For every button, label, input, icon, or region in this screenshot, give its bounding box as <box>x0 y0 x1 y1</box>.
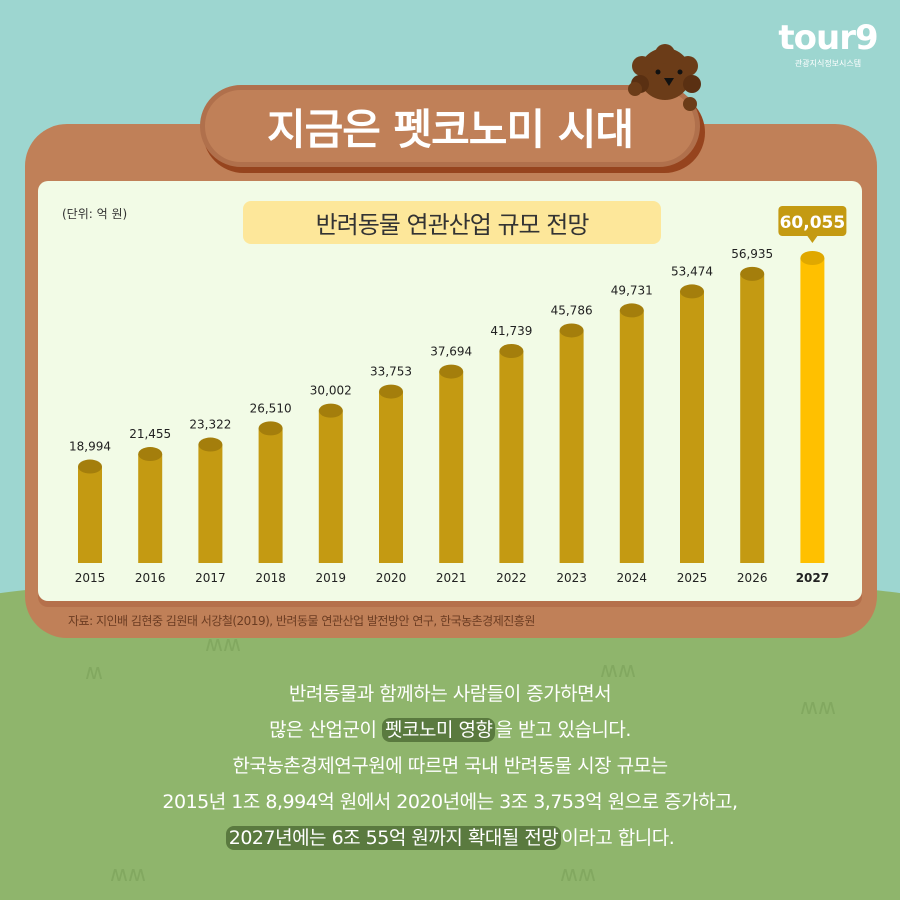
dog-illustration <box>628 44 701 111</box>
bar-top <box>379 384 403 399</box>
bar-top <box>258 421 283 436</box>
bar <box>559 330 584 563</box>
year-label: 2020 <box>376 571 407 585</box>
year-label: 2026 <box>737 571 768 585</box>
bar-top <box>318 403 343 418</box>
value-label: 56,935 <box>731 247 773 261</box>
bar-chart: 2015 18,994 2016 21,455 2017 23,322 2018 26,510… <box>69 206 847 585</box>
bar-top <box>198 437 223 452</box>
bar <box>198 444 223 563</box>
value-label: 26,510 <box>250 401 292 415</box>
year-label: 2015 <box>75 571 106 585</box>
page-title: 지금은 펫코노미 시대 <box>200 85 700 167</box>
year-label: 2024 <box>617 571 648 585</box>
year-label: 2019 <box>316 571 347 585</box>
bar <box>379 391 403 563</box>
grass-tuft: ʍʍ <box>110 862 146 887</box>
bar-top <box>78 459 102 474</box>
grass-tuft: ʍ <box>85 660 103 685</box>
value-label: 18,994 <box>69 440 111 454</box>
bar-top <box>138 447 163 462</box>
bar <box>740 273 765 563</box>
bar <box>78 466 102 563</box>
chart-title: 반려동물 연관산업 규모 전망 <box>243 201 661 244</box>
bar <box>439 371 464 563</box>
year-label: 2022 <box>496 571 527 585</box>
value-label: 53,474 <box>671 264 713 278</box>
value-label: 49,731 <box>611 283 653 297</box>
unit-label: (단위: 억 원) <box>62 207 128 221</box>
bar <box>800 258 825 563</box>
value-callout <box>778 206 847 236</box>
bar <box>680 291 704 563</box>
year-label: 2018 <box>255 571 286 585</box>
bar-top <box>800 251 825 265</box>
value-label: 60,055 <box>780 213 846 233</box>
year-label: 2023 <box>556 571 587 585</box>
bar <box>258 428 283 563</box>
year-label: 2016 <box>135 571 166 585</box>
highlight-text: 펫코노미 영향 <box>382 718 496 742</box>
grass-tuft: ʍʍ <box>600 658 636 683</box>
value-label: 30,002 <box>310 384 352 398</box>
year-label: 2027 <box>796 571 829 585</box>
grass-tuft: ʍʍ <box>560 862 596 887</box>
value-label: 41,739 <box>490 324 532 338</box>
bar-top <box>559 323 584 338</box>
year-label: 2025 <box>677 571 708 585</box>
year-label: 2021 <box>436 571 467 585</box>
bar <box>138 454 163 563</box>
grass-tuft: ʍʍ <box>800 695 836 720</box>
value-label: 23,322 <box>189 418 231 432</box>
bar <box>318 410 343 563</box>
description-text: 반려동물과 함께하는 사람들이 증가하면서 많은 산업군이 펫코노미 영향 을 받… <box>162 683 738 850</box>
year-label: 2017 <box>195 571 226 585</box>
value-label: 21,455 <box>129 427 171 441</box>
value-label: 45,786 <box>551 303 593 317</box>
bar-top <box>680 284 704 299</box>
source-note: 자료: 지인배 김현중 김원태 서강철(2019), 반려동물 연관산업 발전방… <box>68 614 535 628</box>
bar <box>619 310 644 563</box>
value-label: 33,753 <box>370 365 412 379</box>
bar-top <box>740 266 765 281</box>
bar-top <box>619 303 644 318</box>
highlight-text: 2027년에는 6조 55억 원까지 확대될 전망 <box>225 826 562 850</box>
value-label: 37,694 <box>430 345 472 359</box>
callout-pointer <box>807 236 818 243</box>
bar-top <box>499 344 524 359</box>
bar-top <box>439 364 464 379</box>
bar <box>499 351 524 563</box>
tour9-logo: tour9 관광지식정보시스템 <box>778 18 878 68</box>
